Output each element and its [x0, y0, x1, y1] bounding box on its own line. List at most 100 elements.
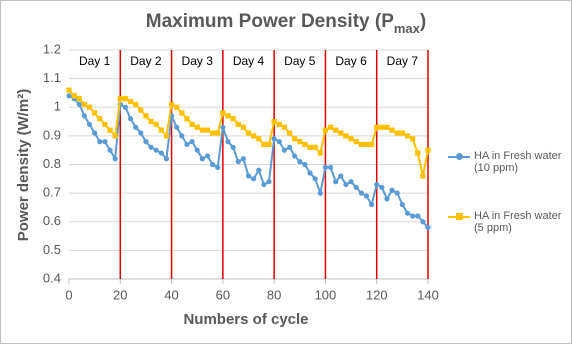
x-axis-label: Numbers of cycle — [183, 311, 308, 328]
point — [210, 130, 216, 136]
point — [174, 104, 180, 110]
point — [92, 130, 98, 136]
point — [292, 136, 298, 142]
point — [302, 141, 308, 148]
point — [184, 141, 190, 148]
point — [81, 101, 87, 107]
point — [240, 124, 246, 130]
legend-key — [448, 211, 470, 223]
point — [410, 213, 416, 219]
point — [235, 121, 241, 128]
y-tick-label: 0.9 — [43, 127, 61, 142]
day-label: Day 2 — [130, 54, 162, 68]
y-tick-label: 0.4 — [43, 270, 61, 285]
point — [394, 130, 400, 136]
point — [179, 133, 185, 139]
day-label: Day 5 — [284, 54, 316, 68]
point — [86, 104, 93, 110]
point — [312, 144, 318, 150]
legend-label: HA in Fresh water (5 ppm) — [474, 210, 562, 234]
x-tick-label: 40 — [164, 287, 178, 302]
point — [338, 173, 344, 179]
point — [322, 127, 329, 133]
day-label: Day 3 — [182, 54, 214, 68]
y-tick-label: 1 — [54, 99, 61, 114]
point — [399, 201, 405, 208]
x-tick-label: 20 — [113, 287, 127, 302]
point — [199, 127, 205, 133]
point — [204, 127, 211, 133]
point — [276, 139, 282, 145]
point — [276, 121, 282, 128]
point — [220, 124, 226, 130]
x-tick-label: 140 — [417, 287, 439, 302]
point — [415, 213, 421, 219]
legend-entry: HA in Fresh water (5 ppm) — [448, 210, 568, 234]
point — [302, 161, 308, 168]
point — [76, 101, 82, 107]
point — [256, 167, 262, 173]
chart-title: Maximum Power Density (Pmax) — [146, 11, 426, 36]
point — [266, 141, 272, 148]
point — [174, 124, 180, 130]
point — [107, 127, 113, 133]
point — [122, 104, 129, 110]
point — [127, 116, 134, 122]
point — [292, 153, 298, 159]
point — [71, 93, 77, 99]
point — [399, 130, 405, 136]
x-tick-label: 0 — [65, 287, 72, 302]
legend-key — [448, 151, 470, 163]
point — [107, 147, 113, 153]
point — [261, 181, 267, 188]
point — [286, 130, 293, 136]
point — [163, 133, 170, 139]
point — [225, 113, 231, 119]
point — [343, 133, 349, 139]
point — [266, 179, 272, 185]
title-part: max — [394, 21, 421, 36]
point — [112, 156, 118, 162]
point — [286, 144, 293, 150]
y-tick-label: 1.1 — [43, 70, 61, 85]
point — [251, 133, 257, 139]
x-tick-label: 60 — [216, 287, 230, 302]
point — [353, 184, 359, 190]
point — [215, 130, 221, 136]
point — [281, 147, 287, 153]
point — [138, 130, 144, 136]
point — [194, 124, 200, 130]
point — [333, 179, 339, 185]
point — [374, 124, 380, 130]
day-label: Day 6 — [335, 54, 367, 68]
point — [368, 201, 375, 208]
point — [420, 219, 426, 225]
point — [261, 141, 267, 148]
point — [297, 159, 303, 165]
point — [148, 118, 154, 125]
point — [410, 136, 416, 142]
point — [368, 141, 375, 148]
point — [317, 190, 323, 196]
point — [271, 136, 277, 142]
y-tick-label: 0.8 — [43, 156, 61, 171]
point — [189, 139, 195, 145]
point — [102, 121, 108, 128]
day-label: Day 4 — [233, 54, 265, 68]
point — [81, 113, 87, 119]
point — [420, 173, 426, 179]
point — [327, 124, 334, 130]
point — [225, 139, 231, 145]
point — [251, 176, 257, 182]
point — [168, 101, 175, 107]
point — [333, 127, 339, 133]
point — [379, 184, 385, 190]
title-part: Maximum Power Density (P — [146, 11, 394, 32]
point — [384, 124, 390, 130]
point — [133, 101, 139, 107]
point — [158, 127, 164, 133]
point — [404, 133, 411, 139]
